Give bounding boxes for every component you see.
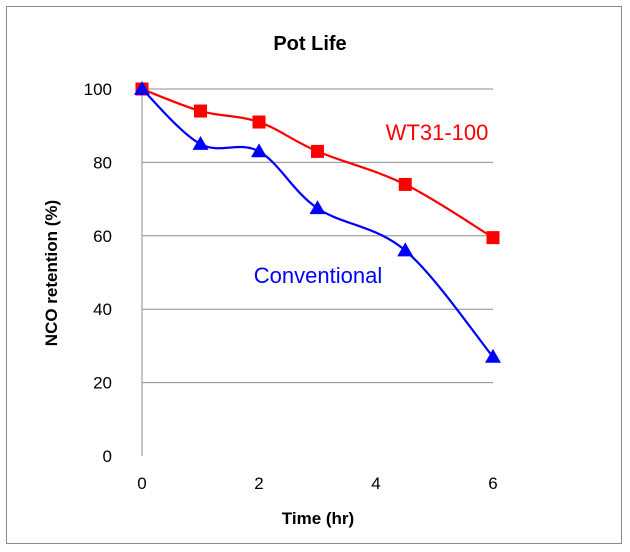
point-wt31-100-5: [486, 231, 500, 245]
y-tick-label-60: 60: [93, 227, 112, 246]
x-tick-label-0: 0: [137, 474, 146, 493]
point-wt31-100-1: [194, 104, 207, 118]
series-label-conventional: Conventional: [254, 263, 382, 288]
x-tick-label-4: 4: [371, 474, 380, 493]
y-axis-label: NCO retention (%): [42, 200, 61, 346]
point-wt31-100-2: [252, 115, 266, 129]
point-conventional-3: [309, 200, 326, 215]
chart-frame: [6, 6, 622, 544]
point-wt31-100-3: [311, 144, 324, 158]
y-tick-label-80: 80: [93, 153, 112, 172]
point-conventional-2: [251, 143, 267, 158]
point-conventional-0: [134, 80, 150, 95]
point-conventional-1: [192, 135, 209, 150]
y-tick-label-0: 0: [103, 447, 112, 466]
x-axis-label: Time (hr): [282, 509, 354, 528]
point-wt31-100-4: [398, 177, 412, 191]
y-tick-label-100: 100: [84, 80, 112, 99]
series-label-wt31-100: WT31-100: [386, 120, 489, 145]
y-tick-label-40: 40: [93, 300, 112, 319]
y-tick-label-20: 20: [93, 374, 112, 393]
x-tick-label-6: 6: [488, 474, 497, 493]
chart-title: Pot Life: [273, 33, 346, 55]
grid-lines: [142, 88, 493, 384]
point-conventional-5: [485, 348, 501, 363]
x-tick-label-2: 2: [254, 474, 263, 493]
y-tick-labels: 0 20 40 60 80 100: [84, 80, 112, 466]
series-group: [134, 80, 501, 363]
x-tick-labels: 0 2 4 6: [137, 474, 497, 493]
series-line-conventional: [141, 88, 494, 358]
point-conventional-4: [397, 242, 414, 257]
